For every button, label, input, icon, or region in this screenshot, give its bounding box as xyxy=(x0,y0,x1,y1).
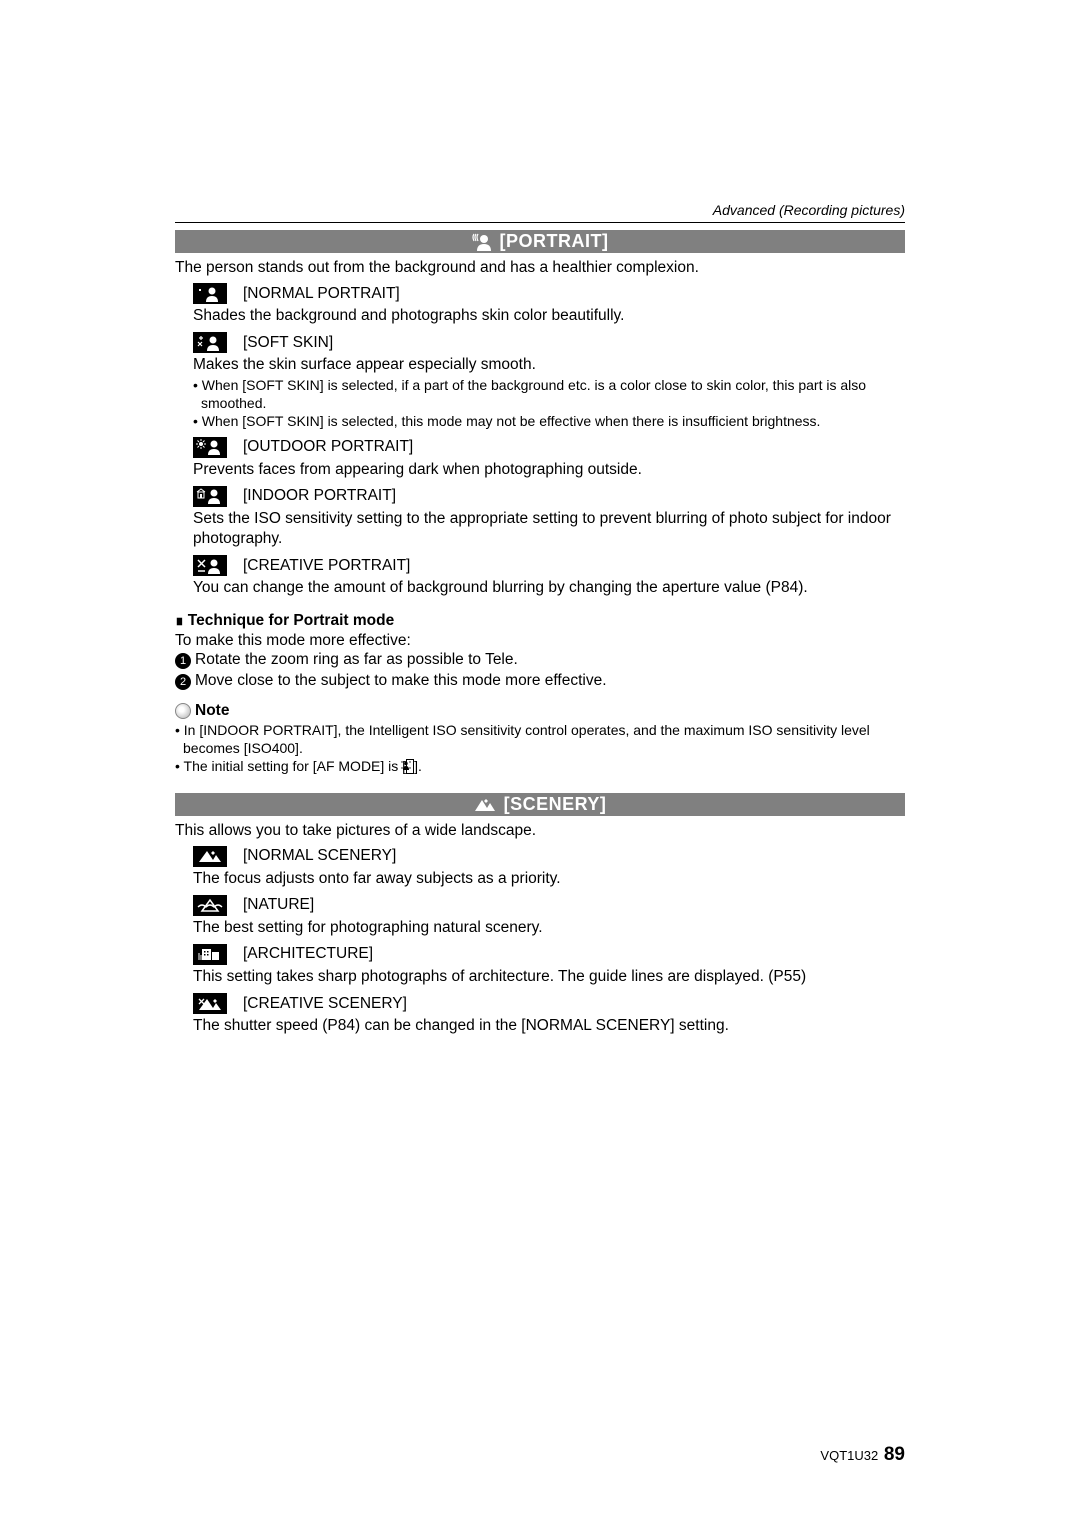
note-item-1: In [INDOOR PORTRAIT], the Intelligent IS… xyxy=(175,722,905,757)
normal-scenery-label: [NORMAL SCENERY] xyxy=(243,847,396,865)
creative-portrait-desc: You can change the amount of background … xyxy=(193,578,905,598)
technique-heading: Technique for Portrait mode xyxy=(175,612,905,630)
step-text-2: Move close to the subject to make this m… xyxy=(195,671,607,692)
creative-portrait-row: [CREATIVE PORTRAIT] xyxy=(193,555,905,576)
normal-scenery-icon xyxy=(193,846,227,867)
creative-scenery-desc: The shutter speed (P84) can be changed i… xyxy=(193,1016,905,1036)
portrait-intro: The person stands out from the backgroun… xyxy=(175,259,905,277)
indoor-portrait-row: [INDOOR PORTRAIT] xyxy=(193,486,905,507)
nature-desc: The best setting for photographing natur… xyxy=(193,918,905,938)
soft-skin-row: [SOFT SKIN] xyxy=(193,332,905,353)
note-heading-row: Note xyxy=(175,702,905,720)
note-heading: Note xyxy=(195,702,229,720)
scenery-icon xyxy=(474,796,496,812)
technique-step-1: 1Rotate the zoom ring as far as possible… xyxy=(175,650,905,671)
soft-skin-note-2: When [SOFT SKIN] is selected, this mode … xyxy=(193,413,905,431)
scenery-intro: This allows you to take pictures of a wi… xyxy=(175,822,905,840)
soft-skin-notes: When [SOFT SKIN] is selected, if a part … xyxy=(193,377,905,431)
architecture-desc: This setting takes sharp photographs of … xyxy=(193,967,905,987)
portrait-icon xyxy=(472,233,492,251)
soft-skin-note-1: When [SOFT SKIN] is selected, if a part … xyxy=(193,377,905,412)
creative-scenery-row: [CREATIVE SCENERY] xyxy=(193,993,905,1014)
step-text-1: Rotate the zoom ring as far as possible … xyxy=(195,650,518,671)
normal-scenery-row: [NORMAL SCENERY] xyxy=(193,846,905,867)
page-number: 89 xyxy=(884,1444,905,1465)
page-footer: VQT1U32 89 xyxy=(820,1444,905,1466)
normal-portrait-desc: Shades the background and photographs sk… xyxy=(193,306,905,326)
technique-intro: To make this mode more effective: xyxy=(175,632,905,650)
outdoor-portrait-desc: Prevents faces from appearing dark when … xyxy=(193,460,905,480)
breadcrumb: Advanced (Recording pictures) xyxy=(175,200,905,222)
nature-icon xyxy=(193,895,227,916)
creative-portrait-icon xyxy=(193,555,227,576)
scenery-title-text: [SCENERY] xyxy=(504,794,607,815)
indoor-portrait-desc: Sets the ISO sensitivity setting to the … xyxy=(193,509,905,549)
architecture-label: [ARCHITECTURE] xyxy=(243,945,373,963)
indoor-portrait-label: [INDOOR PORTRAIT] xyxy=(243,487,396,505)
nature-label: [NATURE] xyxy=(243,896,314,914)
note-item-2: The initial setting for [AF MODE] is []. xyxy=(175,758,905,776)
footer-code: VQT1U32 xyxy=(820,1448,878,1463)
architecture-icon xyxy=(193,944,227,965)
creative-portrait-label: [CREATIVE PORTRAIT] xyxy=(243,557,410,575)
portrait-title-bar: [PORTRAIT] xyxy=(175,230,905,253)
normal-scenery-desc: The focus adjusts onto far away subjects… xyxy=(193,869,905,889)
normal-portrait-label: [NORMAL PORTRAIT] xyxy=(243,285,400,303)
creative-scenery-label: [CREATIVE SCENERY] xyxy=(243,995,407,1013)
soft-skin-label: [SOFT SKIN] xyxy=(243,334,333,352)
outdoor-portrait-label: [OUTDOOR PORTRAIT] xyxy=(243,438,413,456)
normal-portrait-icon xyxy=(193,283,227,304)
technique-step-2: 2Move close to the subject to make this … xyxy=(175,671,905,692)
step-number-1: 1 xyxy=(175,653,191,669)
outdoor-portrait-row: [OUTDOOR PORTRAIT] xyxy=(193,437,905,458)
nature-row: [NATURE] xyxy=(193,895,905,916)
note-icon xyxy=(175,703,191,719)
header-rule xyxy=(175,222,905,223)
face-detect-icon xyxy=(406,759,414,774)
creative-scenery-icon xyxy=(193,993,227,1014)
scenery-title-bar: [SCENERY] xyxy=(175,793,905,816)
step-number-2: 2 xyxy=(175,674,191,690)
indoor-portrait-icon xyxy=(193,486,227,507)
soft-skin-desc: Makes the skin surface appear especially… xyxy=(193,355,905,375)
architecture-row: [ARCHITECTURE] xyxy=(193,944,905,965)
portrait-title-text: [PORTRAIT] xyxy=(500,231,609,252)
note-list: In [INDOOR PORTRAIT], the Intelligent IS… xyxy=(175,722,905,776)
normal-portrait-row: [NORMAL PORTRAIT] xyxy=(193,283,905,304)
outdoor-portrait-icon xyxy=(193,437,227,458)
soft-skin-icon xyxy=(193,332,227,353)
